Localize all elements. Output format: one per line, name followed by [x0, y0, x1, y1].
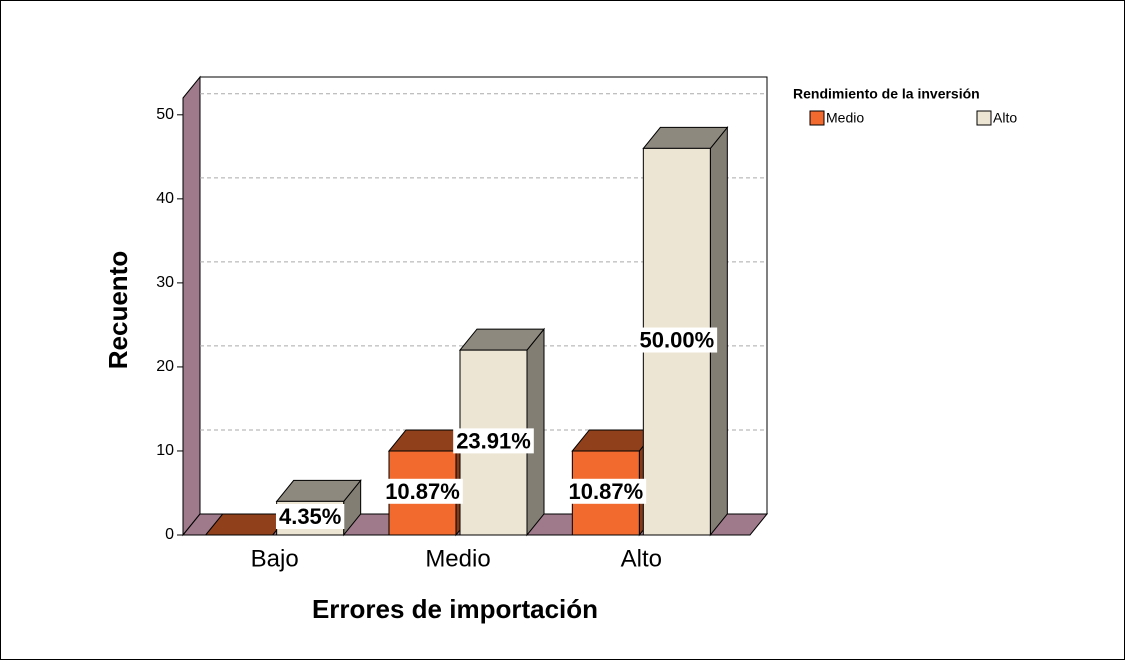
- value-label: 4.35%: [279, 504, 341, 529]
- value-label-bg: [636, 327, 718, 353]
- value-label-bg: [453, 428, 534, 454]
- legend-label: Medio: [826, 110, 864, 126]
- y-tick-label: 30: [156, 274, 174, 291]
- legend-title: Rendimiento de la inversión: [793, 86, 980, 102]
- value-label: 10.87%: [569, 479, 644, 504]
- value-label: 23.91%: [456, 428, 531, 453]
- x-tick-label: Bajo: [251, 545, 299, 572]
- value-label-bg: [275, 504, 345, 530]
- y-axis-title: Recuento: [103, 251, 133, 369]
- y-tick-label: 40: [156, 190, 174, 207]
- y-tick-label: 20: [156, 358, 174, 375]
- value-label-bg: [382, 478, 463, 504]
- y-tick-label: 10: [156, 442, 174, 459]
- value-label: 10.87%: [385, 479, 460, 504]
- y-tick-label: 50: [156, 106, 174, 123]
- value-label: 50.00%: [640, 328, 715, 353]
- legend-swatch: [976, 110, 992, 126]
- left-wall: [182, 75, 201, 537]
- x-axis-title: Errores de importación: [312, 594, 598, 624]
- x-tick-label: Alto: [621, 545, 662, 572]
- value-label-bg: [565, 478, 647, 504]
- legend-swatch: [809, 110, 825, 126]
- legend-label: Alto: [993, 110, 1017, 126]
- y-tick-label: 0: [165, 526, 174, 543]
- x-tick-label: Medio: [425, 545, 490, 572]
